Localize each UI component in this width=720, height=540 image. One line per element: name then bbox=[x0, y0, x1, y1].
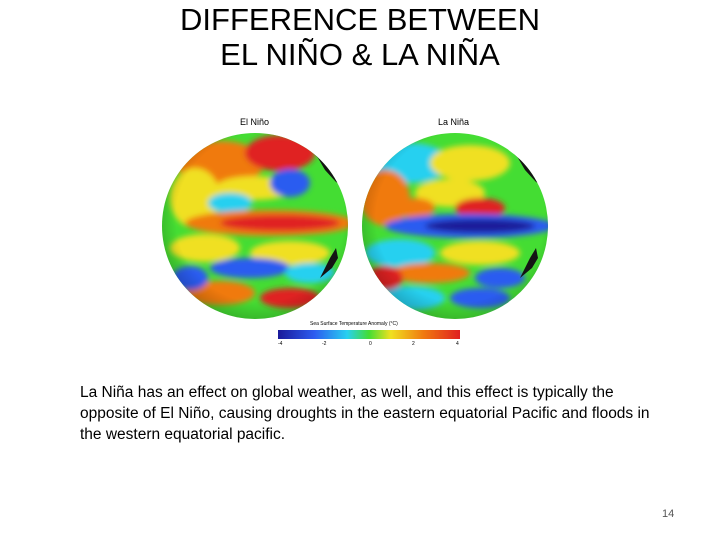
colorbar-tick: 4 bbox=[456, 341, 459, 347]
title-line-1: DIFFERENCE BETWEEN bbox=[180, 2, 540, 37]
colorbar-ticks: -4 -2 0 2 4 bbox=[278, 341, 468, 349]
colorbar-tick: 0 bbox=[369, 341, 372, 347]
el-nino-globe bbox=[162, 133, 348, 319]
globe-maps bbox=[162, 133, 548, 339]
slide-title: DIFFERENCE BETWEEN EL NIÑO & LA NIÑA bbox=[0, 2, 720, 72]
sst-anomaly-figure: El Niño La Niña Sea Surface Temperature … bbox=[160, 108, 560, 358]
colorbar-tick: -4 bbox=[278, 341, 283, 347]
colorbar-title: Sea Surface Temperature Anomaly (°C) bbox=[310, 321, 398, 327]
colorbar-tick: -2 bbox=[322, 341, 327, 347]
colorbar bbox=[278, 330, 460, 339]
el-nino-label: El Niño bbox=[240, 117, 270, 127]
la-nina-label: La Niña bbox=[438, 117, 470, 127]
body-text: La Niña has an effect on global weather,… bbox=[80, 384, 650, 443]
colorbar-tick: 2 bbox=[412, 341, 415, 347]
title-line-2: EL NIÑO & LA NIÑA bbox=[220, 37, 500, 72]
la-nina-globe bbox=[362, 133, 548, 319]
page-number: 14 bbox=[662, 508, 675, 520]
